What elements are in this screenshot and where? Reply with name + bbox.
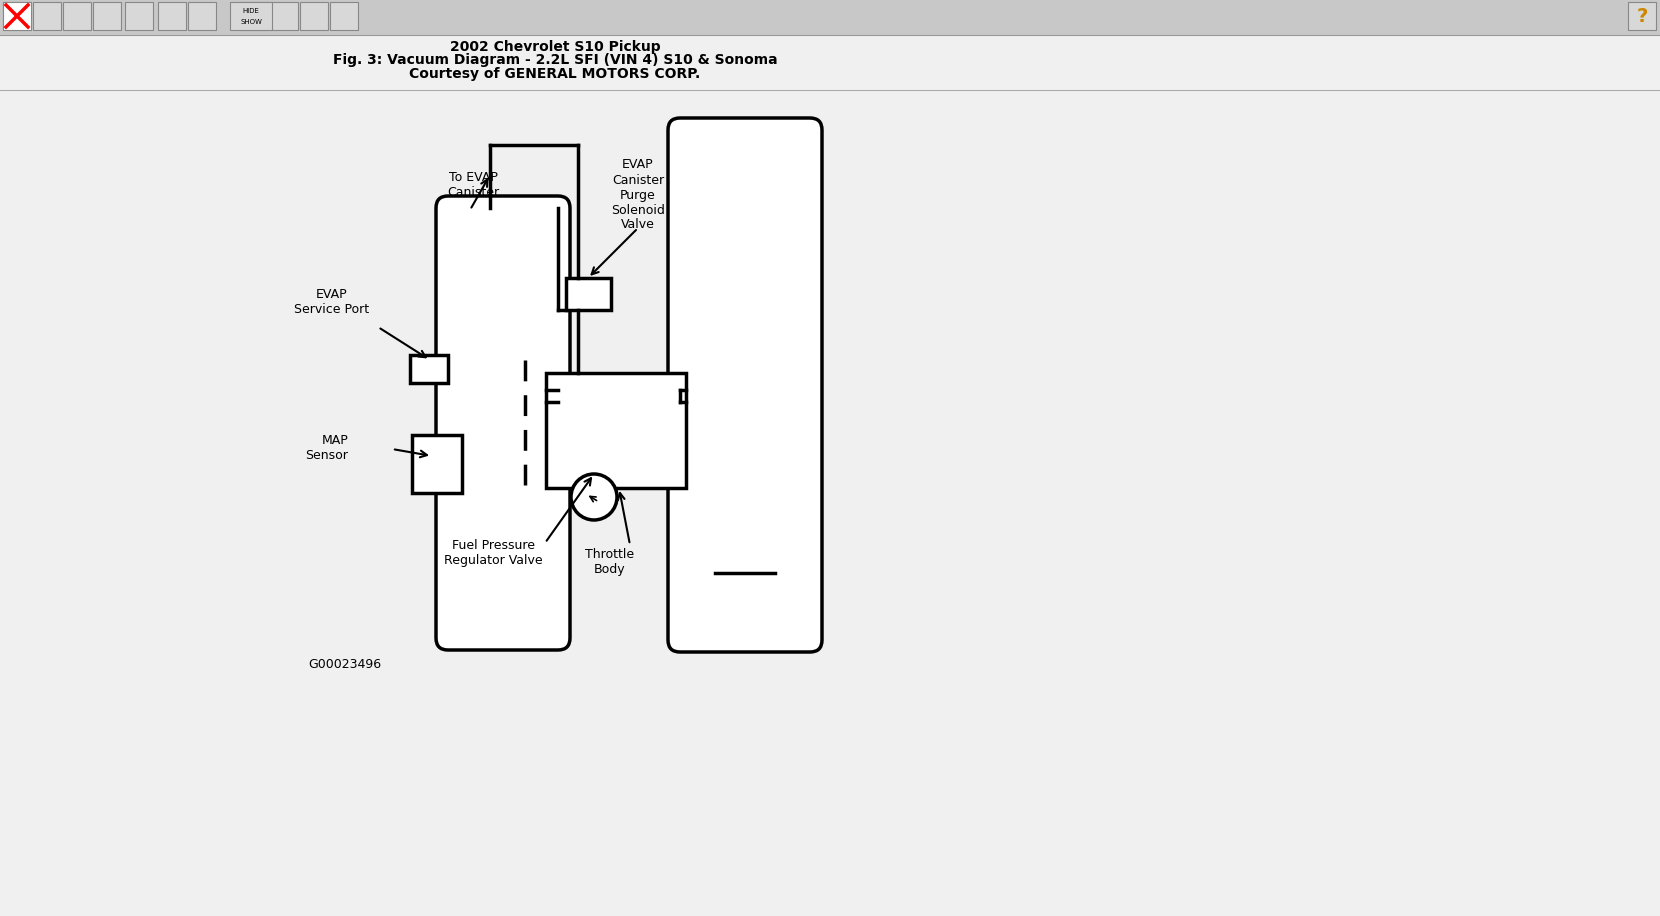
Text: HIDE: HIDE <box>242 8 259 14</box>
Bar <box>412 435 461 493</box>
Text: EVAP
Canister
Purge
Solenoid
Valve: EVAP Canister Purge Solenoid Valve <box>611 158 666 232</box>
Bar <box>158 2 186 30</box>
Bar <box>0 0 1660 35</box>
Bar <box>241 2 267 30</box>
FancyBboxPatch shape <box>667 118 822 652</box>
Text: Courtesy of GENERAL MOTORS CORP.: Courtesy of GENERAL MOTORS CORP. <box>410 67 701 81</box>
Bar <box>63 2 91 30</box>
Text: EVAP
Service Port: EVAP Service Port <box>294 288 370 316</box>
Text: MAP
Sensor: MAP Sensor <box>305 434 349 462</box>
Text: G00023496: G00023496 <box>309 659 382 671</box>
Bar <box>271 2 299 30</box>
Bar <box>93 2 121 30</box>
Text: ?: ? <box>1637 6 1648 26</box>
Text: Fuel Pressure
Regulator Valve: Fuel Pressure Regulator Valve <box>443 539 543 567</box>
Bar <box>546 373 686 488</box>
Circle shape <box>571 474 618 520</box>
Bar <box>300 2 329 30</box>
Bar <box>3 2 32 30</box>
Text: Throttle
Body: Throttle Body <box>586 548 634 576</box>
Bar <box>1628 2 1657 30</box>
Bar <box>3 2 32 30</box>
Text: SHOW: SHOW <box>241 19 262 25</box>
Text: Fig. 3: Vacuum Diagram - 2.2L SFI (VIN 4) S10 & Sonoma: Fig. 3: Vacuum Diagram - 2.2L SFI (VIN 4… <box>332 53 777 67</box>
Bar <box>330 2 359 30</box>
Text: To EVAP
Canister: To EVAP Canister <box>447 171 500 199</box>
Bar <box>410 355 448 383</box>
Bar <box>33 2 61 30</box>
Text: 2002 Chevrolet S10 Pickup: 2002 Chevrolet S10 Pickup <box>450 40 661 54</box>
FancyBboxPatch shape <box>437 196 569 650</box>
Bar <box>231 2 272 30</box>
Bar <box>566 278 611 310</box>
Bar <box>188 2 216 30</box>
Bar <box>124 2 153 30</box>
